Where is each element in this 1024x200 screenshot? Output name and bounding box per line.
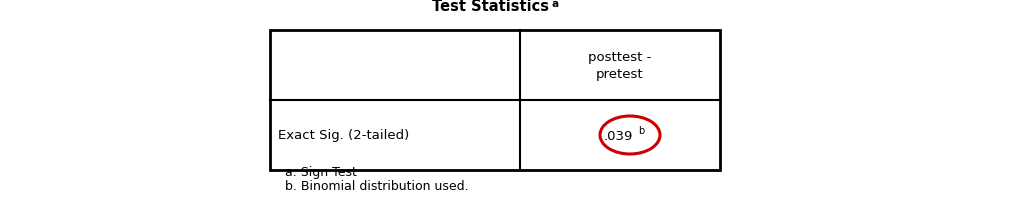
Text: Test Statistics: Test Statistics <box>431 0 549 14</box>
Bar <box>270 31 720 170</box>
Text: a. Sign Test: a. Sign Test <box>285 165 357 178</box>
Text: b. Binomial distribution used.: b. Binomial distribution used. <box>285 179 469 192</box>
Text: Exact Sig. (2-tailed): Exact Sig. (2-tailed) <box>278 129 410 142</box>
Text: a: a <box>552 0 559 9</box>
Text: .039: .039 <box>603 129 633 142</box>
Text: posttest -
pretest: posttest - pretest <box>589 51 651 81</box>
Text: b: b <box>638 125 644 135</box>
